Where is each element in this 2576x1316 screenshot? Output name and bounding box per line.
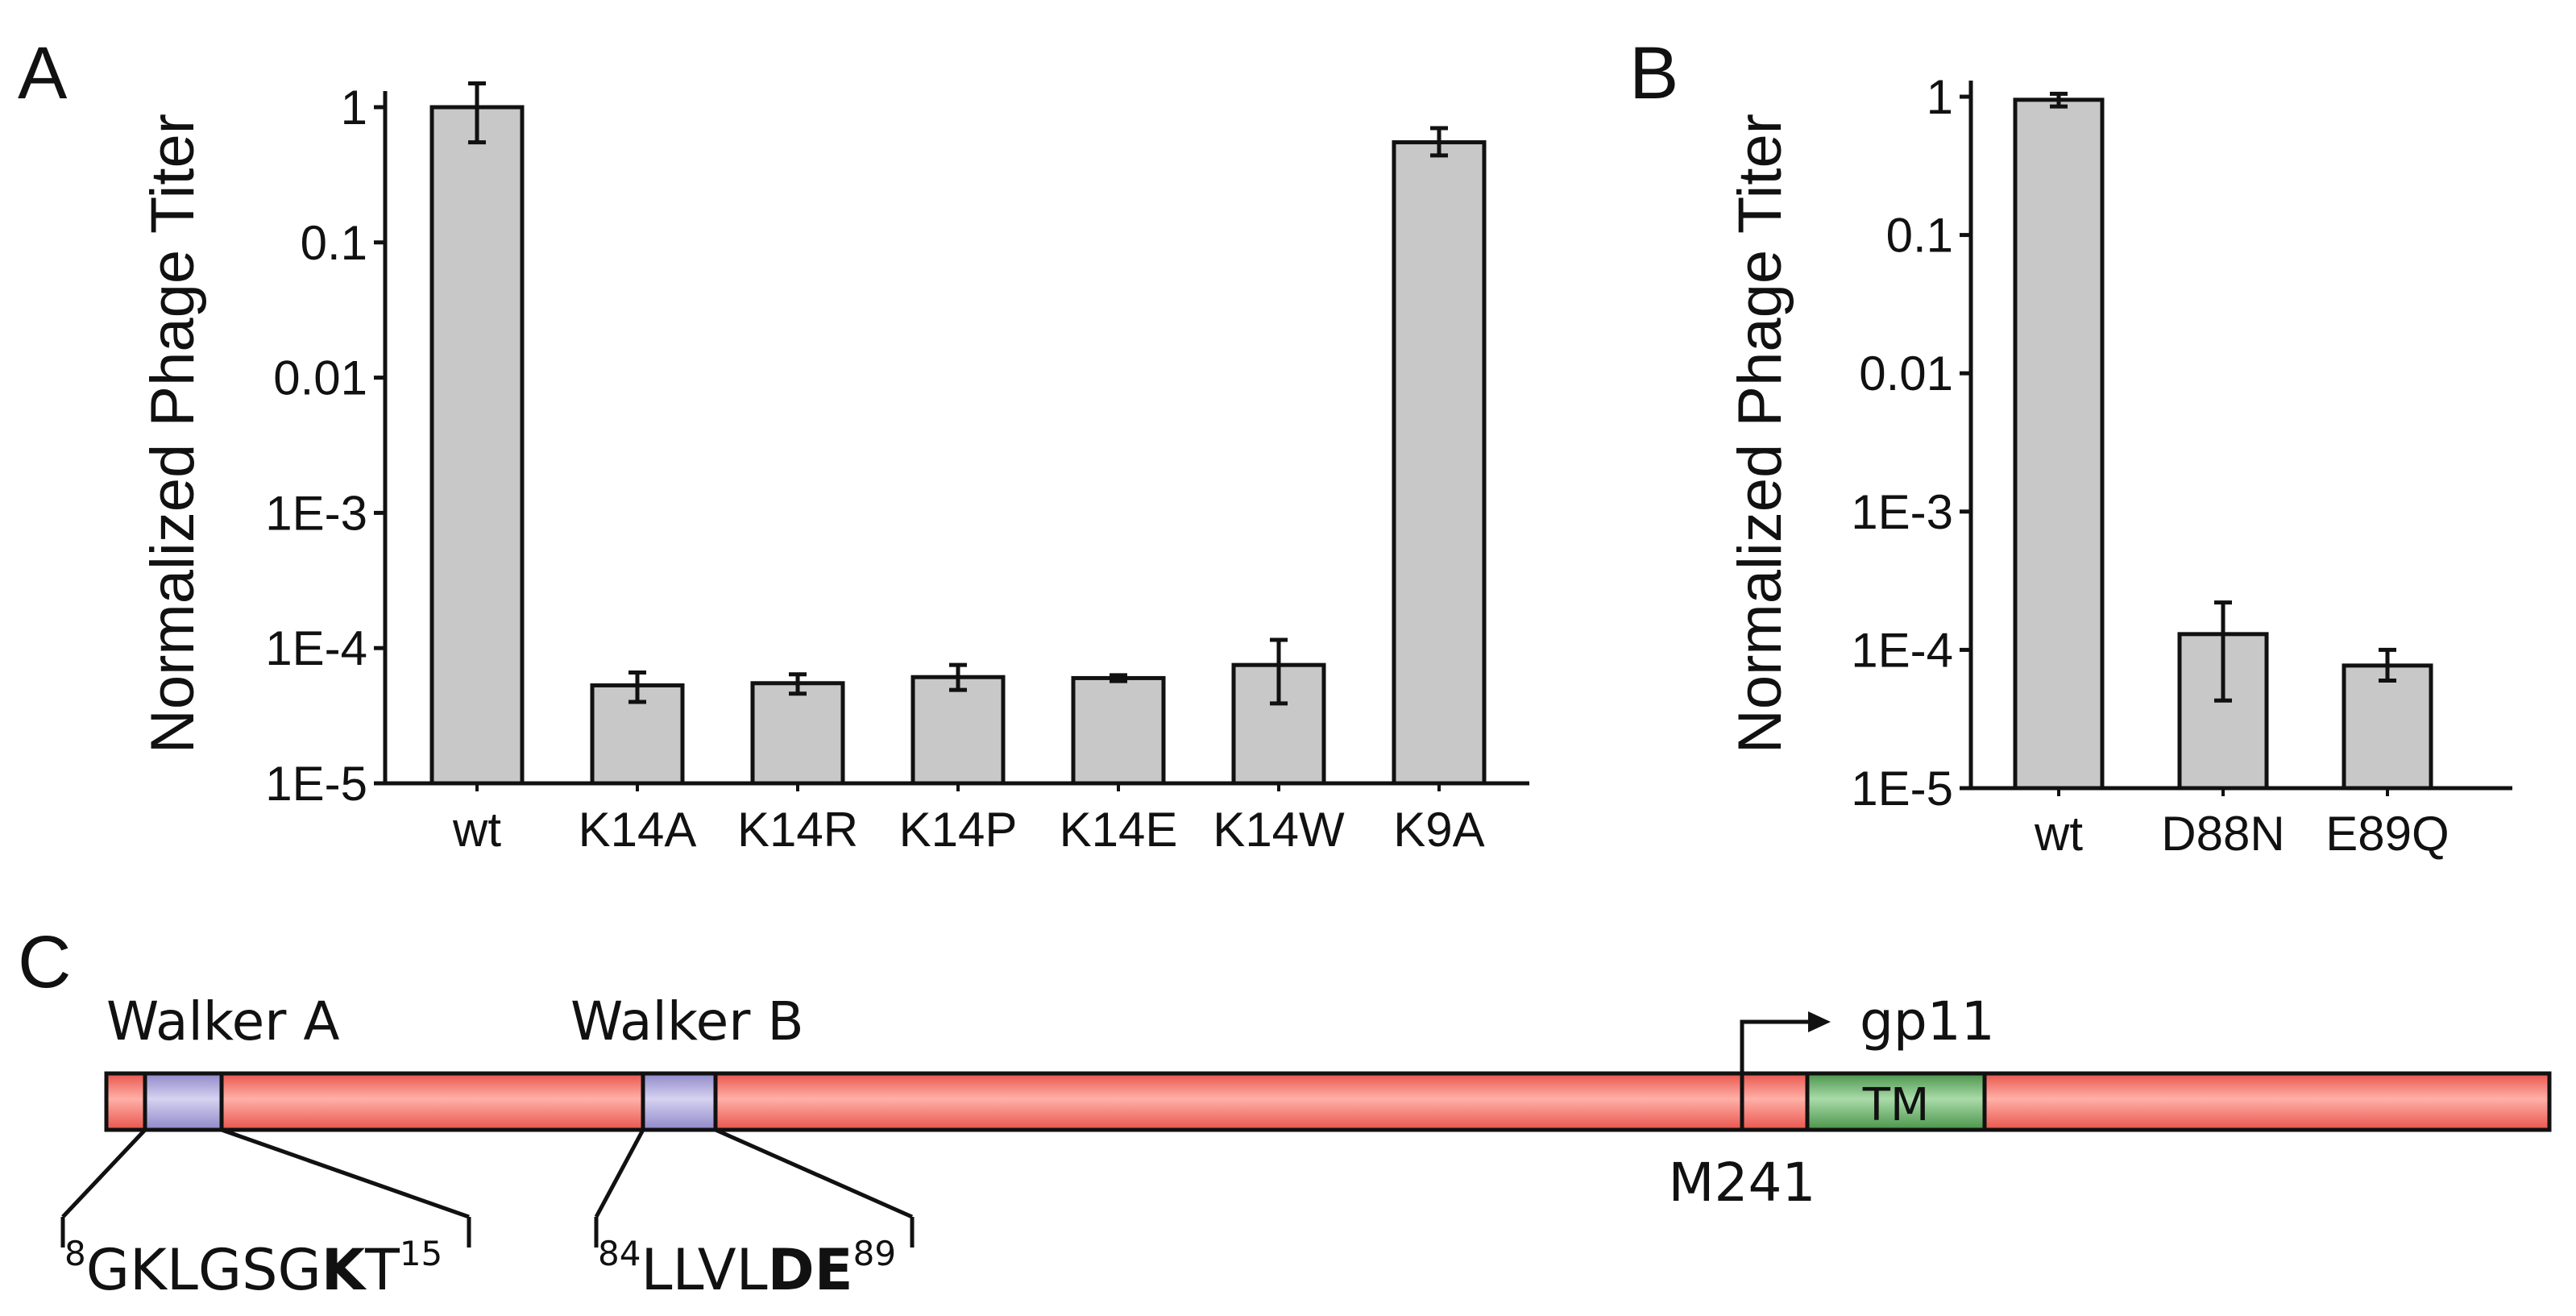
chart-a-category-label: K14E bbox=[1060, 803, 1178, 857]
chart-a-errorbar-k14a bbox=[628, 670, 646, 704]
chart-a-errorbar-k14p bbox=[949, 662, 967, 692]
walker-b-sequence: 84LLVLDE89 bbox=[598, 1234, 896, 1303]
chart-b-axes: 1 0.1 0.01 1E-3 1E-4 1E-5 wt D88N E89Q bbox=[1851, 70, 2512, 861]
chart-b-ytick-label: 1 bbox=[1927, 70, 1953, 124]
chart-a-ytick-label: 1 bbox=[341, 81, 367, 135]
chart-b-ytick-label: 1E-3 bbox=[1851, 485, 1953, 539]
chart-b: Normalized Phage Titer 10.10.011E-31E-41… bbox=[1726, 70, 2512, 861]
walker-b-zoom-lines bbox=[594, 1127, 915, 1248]
walker-b-label: Walker B bbox=[570, 990, 804, 1052]
chart-a-axes: 1 0.1 0.01 1E-3 1E-4 1E-5 wt K14A K14R K14P K14E K1… bbox=[265, 81, 1529, 857]
walker-a-motif bbox=[143, 1071, 224, 1132]
protein-bar bbox=[104, 1071, 2552, 1132]
chart-a-bar-k14e bbox=[1071, 675, 1166, 786]
chart-a-category-label: K14A bbox=[579, 803, 697, 857]
chart-a-errorbar-k14r bbox=[789, 672, 807, 696]
chart-b-bar-wt bbox=[2013, 98, 2105, 791]
chart-a-errorbar-wt bbox=[468, 81, 486, 145]
chart-a: Normalized Phage Titer 10.10.011E-31E-41… bbox=[139, 81, 1529, 857]
chart-a-category-label: K14W bbox=[1213, 803, 1345, 857]
m241-label: M241 bbox=[1669, 1152, 1816, 1214]
chart-b-errorbar-e89q bbox=[2379, 647, 2396, 683]
gp11-label: gp11 bbox=[1860, 990, 1995, 1052]
walker-a-zoom-lines bbox=[60, 1127, 471, 1248]
chart-a-category-label: K14P bbox=[899, 803, 1018, 857]
chart-a-ytick-label: 0.1 bbox=[301, 216, 367, 270]
walker-a-sequence: 8GKLGSGKT15 bbox=[64, 1234, 442, 1303]
chart-b-category-label: E89Q bbox=[2325, 807, 2449, 861]
chart-b-bars bbox=[2013, 91, 2433, 791]
chart-a-bar-wt bbox=[429, 105, 525, 786]
chart-a-ytick-label: 1E-5 bbox=[265, 757, 367, 811]
tm-domain bbox=[1805, 1071, 1987, 1132]
chart-a-ylabel: Normalized Phage Titer bbox=[139, 114, 207, 753]
chart-b-errorbar-wt bbox=[2050, 91, 2068, 109]
chart-a-category-label: K14R bbox=[737, 803, 858, 857]
chart-a-errorbar-k14w bbox=[1270, 637, 1288, 706]
chart-b-ytick-label: 1E-5 bbox=[1851, 762, 1953, 816]
chart-b-category-label: D88N bbox=[2161, 807, 2284, 861]
panel-label-a: A bbox=[18, 32, 68, 114]
chart-b-ylabel: Normalized Phage Titer bbox=[1726, 114, 1794, 753]
chart-a-bar-k14r bbox=[750, 681, 845, 786]
chart-b-ytick-label: 0.01 bbox=[1859, 347, 1953, 401]
chart-a-bar-k9a bbox=[1392, 140, 1487, 786]
panel-label-b: B bbox=[1629, 32, 1678, 114]
chart-a-ytick-label: 1E-3 bbox=[265, 486, 367, 540]
walker-a-label: Walker A bbox=[106, 990, 340, 1052]
chart-b-errorbar-d88n bbox=[2214, 600, 2232, 703]
tm-label: TM bbox=[1862, 1079, 1930, 1131]
chart-a-category-label: K9A bbox=[1393, 803, 1484, 857]
chart-a-ytick-label: 0.01 bbox=[273, 351, 367, 405]
domain-diagram: Walker A Walker B TM M241 gp11 8GKLGSGKT… bbox=[60, 990, 2552, 1303]
chart-a-errorbar-k9a bbox=[1430, 126, 1448, 158]
chart-a-bars bbox=[429, 81, 1487, 786]
chart-b-ytick-label: 1E-4 bbox=[1851, 623, 1953, 677]
chart-a-bar-k14p bbox=[911, 675, 1006, 786]
chart-a-errorbar-k14e bbox=[1110, 673, 1127, 683]
chart-b-ytick-label: 0.1 bbox=[1886, 209, 1953, 263]
walker-b-motif bbox=[641, 1071, 718, 1132]
panel-label-c: C bbox=[18, 921, 71, 1003]
chart-b-category-label: wt bbox=[2034, 807, 2083, 861]
gp11-arrow-icon bbox=[1740, 1011, 1831, 1049]
chart-b-bar-e89q bbox=[2342, 663, 2433, 791]
chart-a-category-label: wt bbox=[452, 803, 501, 857]
chart-a-ytick-label: 1E-4 bbox=[265, 621, 367, 675]
